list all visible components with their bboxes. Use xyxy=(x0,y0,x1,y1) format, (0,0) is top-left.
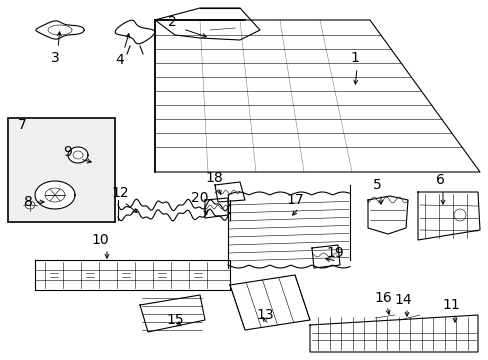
Text: 18: 18 xyxy=(204,171,223,185)
Text: 10: 10 xyxy=(91,233,109,247)
Text: 3: 3 xyxy=(51,51,59,65)
Bar xyxy=(8,118,115,222)
Text: 19: 19 xyxy=(325,246,343,260)
Text: 9: 9 xyxy=(63,145,72,159)
Polygon shape xyxy=(35,181,75,209)
Text: 4: 4 xyxy=(115,53,124,67)
Text: 12: 12 xyxy=(111,186,128,200)
Text: 1: 1 xyxy=(350,51,359,65)
Text: 20: 20 xyxy=(191,191,208,205)
Text: 17: 17 xyxy=(285,193,303,207)
Text: 16: 16 xyxy=(373,291,391,305)
Text: 8: 8 xyxy=(23,195,32,209)
Text: 6: 6 xyxy=(435,173,444,187)
Polygon shape xyxy=(68,147,88,163)
Text: 13: 13 xyxy=(256,308,273,322)
Text: 5: 5 xyxy=(372,178,381,192)
Text: 7: 7 xyxy=(18,118,26,132)
Text: 15: 15 xyxy=(166,313,183,327)
Text: 2: 2 xyxy=(167,15,176,29)
Text: 11: 11 xyxy=(441,298,459,312)
Text: 14: 14 xyxy=(393,293,411,307)
